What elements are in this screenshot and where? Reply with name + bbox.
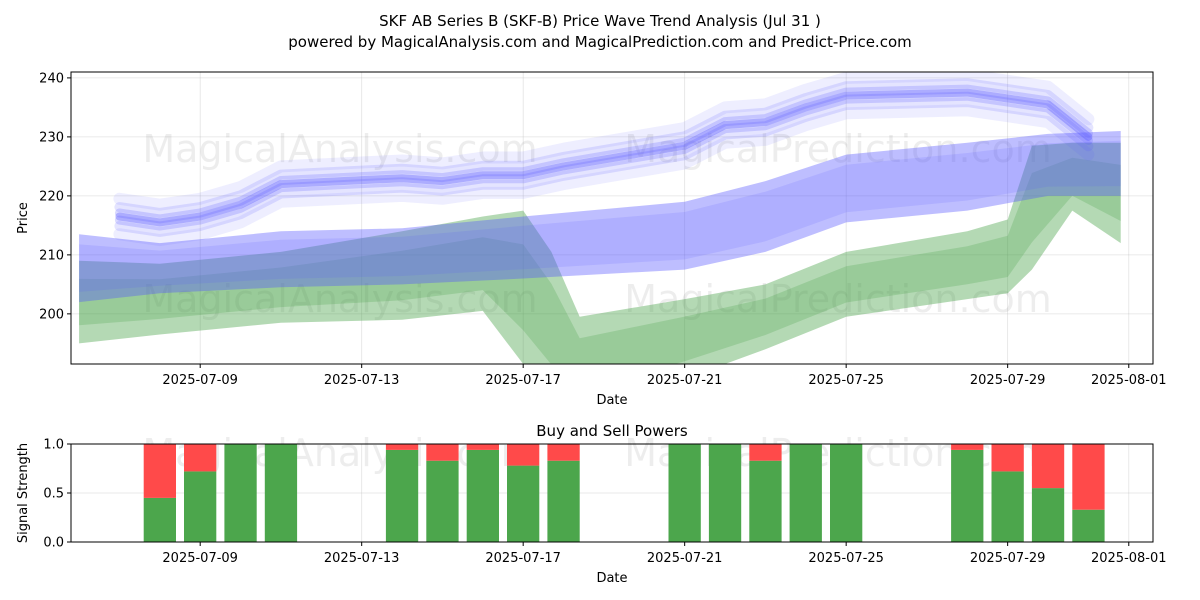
price-ytick-label: 220 [39,189,64,204]
price-xlabel: Date [596,393,627,408]
buy-bar [789,444,822,542]
signal-xtick-label: 2025-07-09 [162,551,238,566]
watermark-left: MagicalAnalysis.com [142,127,537,171]
blue-band-layer [79,140,1121,292]
sell-bar [507,444,540,466]
sell-bar [426,444,459,461]
price-xtick-label: 2025-07-13 [324,373,400,388]
sell-bar [951,444,984,450]
sell-bar [466,444,499,450]
buy-bar [547,460,580,542]
sell-bar [184,444,217,472]
buy-bar [749,460,782,542]
buy-bar [668,444,701,542]
signal-ylabel: Signal Strength [16,443,31,543]
signal-bars [143,444,1105,542]
price-series [79,72,1121,364]
price-ytick-label: 200 [39,307,64,322]
buy-bar [708,444,742,542]
sell-bar [1072,444,1105,510]
blue-wave-line [115,88,1093,227]
price-xtick-label: 2025-07-17 [485,373,561,388]
blue-wave-line [114,91,1093,231]
buy-bar [991,471,1024,542]
price-xtick-label: 2025-08-01 [1091,373,1167,388]
signal-title: Buy and Sell Powers [536,422,688,440]
buy-bar [1072,509,1105,542]
blue-wave-line [114,84,1093,224]
signal-xtick-label: 2025-07-13 [324,551,400,566]
blue-wave-line [114,78,1094,218]
sell-bar [547,444,580,461]
chart-subtitle: powered by MagicalAnalysis.com and Magic… [288,33,912,51]
price-xtick-label: 2025-07-21 [647,373,723,388]
sell-bar [143,444,176,498]
signal-panel: Buy and Sell Powers MagicalAnalysis.com … [16,422,1167,586]
signal-xtick-label: 2025-07-21 [647,551,723,566]
price-xtick-label: 2025-07-25 [808,373,884,388]
green-band-layer [79,157,1121,364]
signal-xtick-label: 2025-07-29 [970,551,1046,566]
buy-bar [224,444,257,542]
sell-bar [749,444,782,461]
price-ylabel: Price [16,202,31,234]
blue-band-layer [79,131,1121,303]
blue-wave-line [114,97,1094,237]
price-ytick-label: 230 [39,130,64,145]
green-band-layer [79,142,1121,364]
buy-bar [1031,488,1065,542]
blue-wave-line [113,72,1095,211]
price-axes-frame [70,71,1154,365]
buy-bar [951,449,984,542]
signal-ytick-label: 1.0 [43,438,64,453]
signal-xtick-label: 2025-08-01 [1091,551,1167,566]
price-ytick-label: 240 [39,71,64,86]
price-watermarks: MagicalAnalysis.com MagicalPrediction.co… [142,127,1051,321]
watermark-right-lower: MagicalPrediction.com [624,277,1052,321]
blue-wave-line [113,104,1095,247]
buy-bar [507,465,540,542]
signal-xtick-label: 2025-07-17 [485,551,561,566]
buy-bar [830,444,863,542]
price-ticks: 2025-07-09 2025-07-13 2025-07-17 2025-07-21… [39,71,1166,388]
price-grid [71,72,1153,364]
watermark-right: MagicalPrediction.com [624,127,1052,171]
signal-xtick-label: 2025-07-25 [808,551,884,566]
price-xtick-label: 2025-07-29 [970,373,1046,388]
buy-bar [426,460,459,542]
signal-ytick-label: 0.5 [43,487,64,502]
sell-bar [991,444,1024,472]
sell-bar [385,444,419,450]
signal-ticks: 2025-07-09 2025-07-13 2025-07-17 2025-07-21… [43,438,1166,567]
buy-bar [184,471,217,542]
price-xtick-label: 2025-07-09 [162,373,238,388]
watermark-left-lower: MagicalAnalysis.com [142,277,537,321]
buy-bar [385,449,419,542]
sell-bar [1031,444,1065,489]
signal-ytick-label: 0.0 [43,536,64,551]
buy-bar [466,449,499,542]
price-panel: MagicalAnalysis.com MagicalPrediction.co… [16,71,1167,408]
buy-bar [264,444,298,542]
buy-bar [143,497,176,542]
chart-title: SKF AB Series B (SKF-B) Price Wave Trend… [379,12,821,30]
price-ytick-label: 210 [39,248,64,263]
signal-xlabel: Date [596,571,627,586]
